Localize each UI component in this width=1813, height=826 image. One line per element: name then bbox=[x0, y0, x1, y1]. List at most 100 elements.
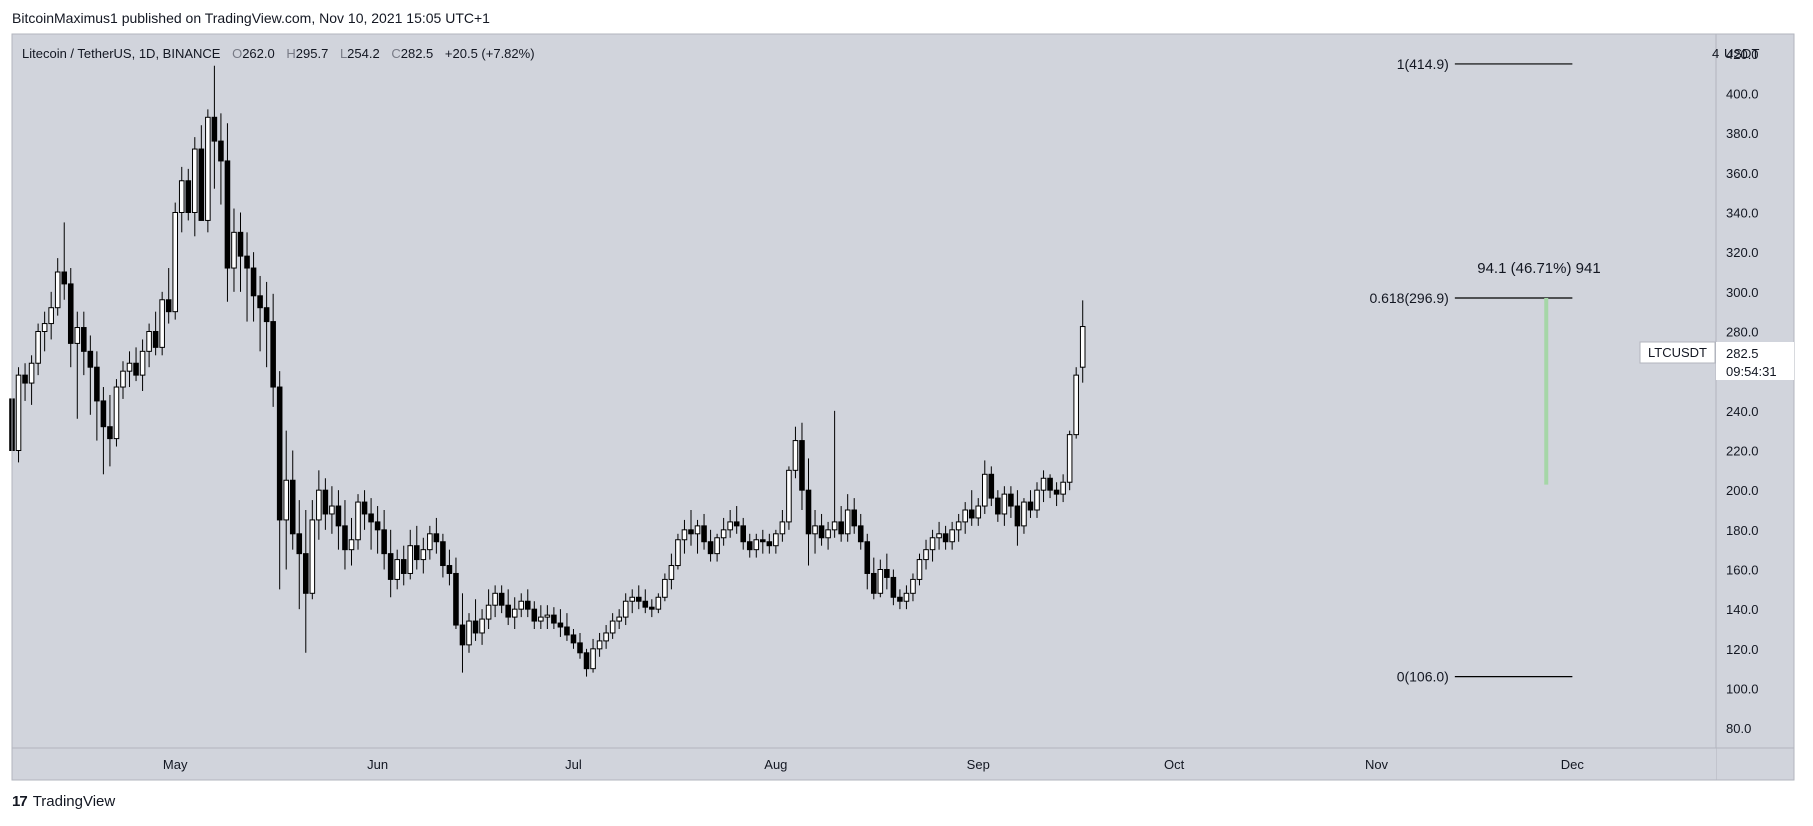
candle bbox=[198, 125, 205, 221]
candle-body bbox=[192, 148, 198, 214]
candle bbox=[270, 293, 276, 407]
x-tick-label: Nov bbox=[1365, 757, 1389, 772]
candle bbox=[498, 585, 505, 614]
candle-body bbox=[1053, 489, 1060, 495]
candle bbox=[1053, 482, 1060, 507]
candle-body bbox=[342, 525, 348, 551]
time-axis: May Jun Jul Aug Sep Oct Nov Dec bbox=[11, 33, 1795, 781]
candle bbox=[655, 593, 662, 614]
candle-body bbox=[237, 231, 244, 257]
candle bbox=[322, 478, 329, 530]
candle-body bbox=[564, 626, 570, 636]
candle-body bbox=[903, 592, 910, 602]
candle bbox=[61, 222, 68, 300]
candle bbox=[551, 607, 557, 629]
candle bbox=[825, 521, 831, 550]
y-tick-label: 120.0 bbox=[1726, 642, 1759, 657]
candle-body bbox=[910, 578, 916, 594]
candle bbox=[531, 601, 538, 629]
candle-body bbox=[577, 642, 583, 654]
candle bbox=[831, 410, 838, 538]
candle bbox=[348, 517, 355, 566]
candle bbox=[296, 500, 303, 610]
candle bbox=[988, 466, 995, 507]
candle-body bbox=[707, 541, 714, 555]
candle-body bbox=[152, 331, 159, 348]
price-box bbox=[1716, 342, 1794, 380]
candle-body bbox=[864, 541, 871, 574]
candle-body bbox=[635, 596, 642, 602]
candle bbox=[779, 510, 786, 542]
candle bbox=[413, 525, 420, 570]
candle bbox=[714, 533, 720, 562]
candle bbox=[1040, 470, 1047, 503]
candle-body bbox=[185, 180, 192, 213]
candle bbox=[564, 613, 570, 641]
candle bbox=[955, 513, 962, 542]
candle-body bbox=[505, 604, 511, 618]
candle-body bbox=[890, 576, 897, 598]
candles bbox=[9, 65, 1086, 677]
candle bbox=[570, 629, 577, 649]
candle-body bbox=[198, 148, 205, 221]
candle bbox=[368, 498, 374, 550]
candle-body bbox=[936, 533, 942, 539]
y-tick-label: 140.0 bbox=[1726, 602, 1759, 617]
candle-body bbox=[544, 614, 551, 618]
candle-body bbox=[178, 180, 185, 213]
candle bbox=[211, 65, 218, 189]
candle-body bbox=[995, 497, 1001, 515]
candle bbox=[733, 506, 740, 534]
candle bbox=[518, 593, 525, 618]
candle bbox=[838, 506, 844, 542]
y-tick-label: 200.0 bbox=[1726, 483, 1759, 498]
candle bbox=[1008, 486, 1014, 518]
candle-body bbox=[61, 271, 68, 285]
candle bbox=[851, 498, 857, 534]
candle-body bbox=[165, 299, 172, 313]
candle bbox=[942, 525, 949, 550]
x-tick-label: Jul bbox=[565, 757, 582, 772]
candle-body bbox=[394, 559, 400, 580]
candle bbox=[864, 533, 871, 590]
candle-body bbox=[825, 529, 831, 539]
candle bbox=[910, 573, 916, 602]
last-price: 282.5 bbox=[1726, 346, 1759, 361]
candle-body bbox=[792, 440, 799, 471]
candle bbox=[133, 347, 139, 382]
candle bbox=[107, 394, 113, 467]
axis-currency-prefix: 4 bbox=[1712, 46, 1719, 61]
candle-body bbox=[250, 267, 257, 297]
candle-body bbox=[871, 572, 877, 594]
candle bbox=[871, 557, 877, 600]
candle bbox=[1047, 474, 1053, 499]
chart[interactable]: 1(414.9) 0.618(296.9) 0(106.0) 94.1 (46.71… bbox=[0, 0, 1813, 790]
candle-body bbox=[923, 549, 929, 561]
candle-body bbox=[28, 362, 35, 384]
candle bbox=[799, 422, 805, 510]
x-tick-label: Jun bbox=[367, 757, 388, 772]
y-tick-label: 360.0 bbox=[1726, 166, 1759, 181]
plot-area[interactable] bbox=[12, 34, 1716, 748]
candle bbox=[936, 521, 942, 550]
candle-body bbox=[107, 426, 113, 440]
candle bbox=[995, 490, 1001, 522]
candle bbox=[100, 387, 107, 475]
candle bbox=[342, 500, 348, 570]
candle-body bbox=[616, 616, 622, 622]
candle-body bbox=[74, 327, 81, 344]
candle bbox=[400, 545, 407, 586]
candle-body bbox=[420, 549, 427, 561]
candle bbox=[139, 339, 146, 391]
y-tick-label: 80.0 bbox=[1726, 721, 1751, 736]
candle-body bbox=[766, 541, 773, 547]
candle-body bbox=[387, 553, 394, 580]
candle bbox=[616, 609, 622, 629]
candle-body bbox=[126, 362, 133, 372]
y-tick-label: 180.0 bbox=[1726, 523, 1759, 538]
candle-body bbox=[413, 545, 420, 561]
candle-body bbox=[270, 321, 276, 388]
candle bbox=[968, 490, 975, 526]
footer-brand: TradingView bbox=[32, 793, 116, 810]
candle-body bbox=[1034, 489, 1040, 511]
